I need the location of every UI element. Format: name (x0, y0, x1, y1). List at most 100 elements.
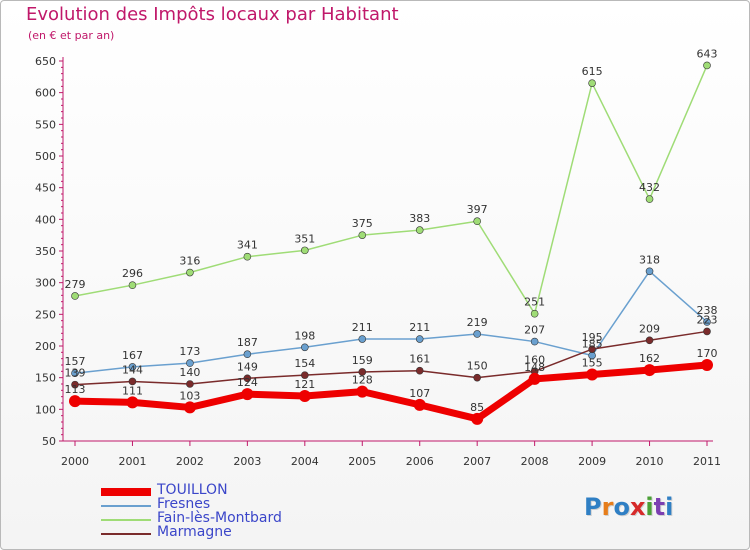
data-label: 170 (697, 347, 718, 360)
series-line-touillon (71, 361, 711, 423)
x-tick-label: 2003 (233, 455, 261, 468)
data-point (128, 377, 137, 386)
y-tick-label: 100 (35, 403, 56, 416)
y-tick-label: 150 (35, 372, 56, 385)
data-point (358, 231, 367, 239)
data-point (128, 363, 137, 371)
y-tick-label: 300 (35, 277, 56, 290)
data-label: 432 (639, 181, 660, 194)
data-label: 195 (582, 331, 603, 344)
data-label: 139 (65, 367, 86, 380)
x-tick-label: 2002 (176, 455, 204, 468)
y-tick-label: 550 (35, 118, 56, 131)
data-label: 159 (352, 354, 373, 367)
logo-letter: i (665, 493, 674, 521)
legend-swatch (101, 519, 151, 521)
data-label: 161 (409, 353, 430, 366)
data-label: 198 (294, 329, 315, 342)
data-point (301, 343, 309, 352)
chart-title: Evolution des Impôts locaux par Habitant (26, 4, 399, 25)
legend-label: Marmagne (157, 524, 232, 540)
data-label: 140 (179, 366, 200, 379)
data-point (645, 336, 654, 345)
data-point (128, 281, 137, 290)
data-point (356, 385, 369, 398)
x-tick-label: 2005 (348, 455, 376, 468)
logo-letter: r (601, 493, 614, 521)
data-point (126, 396, 139, 409)
data-point (413, 398, 426, 411)
data-label: 296 (122, 267, 143, 280)
chart-subtitle: (en € et par an) (28, 29, 115, 42)
logo-letter: o (613, 493, 630, 521)
data-label: 160 (524, 353, 545, 366)
data-label: 111 (122, 384, 143, 397)
logo-letter: t (653, 493, 666, 521)
data-point (186, 359, 194, 367)
data-label: 251 (524, 296, 545, 309)
data-label: 148 (524, 361, 545, 374)
data-label: 185 (582, 338, 603, 351)
series-line-fresnes (74, 270, 708, 374)
logo-letter: x (629, 493, 646, 521)
data-label: 211 (409, 321, 430, 334)
data-label: 318 (639, 253, 660, 266)
data-label: 162 (639, 352, 660, 365)
axes: 50 100 150 200 250 300 350 400 450 500 550 600 650 20… (35, 55, 721, 468)
data-label: 155 (582, 357, 603, 370)
legend-label: Fain-lès-Montbard (157, 510, 282, 526)
data-point (241, 388, 254, 401)
data-point (643, 364, 656, 377)
series-points (69, 61, 713, 425)
data-label: 149 (237, 360, 258, 373)
data-label: 341 (237, 239, 258, 252)
y-tick-label: 250 (35, 308, 56, 321)
data-point (243, 252, 252, 261)
data-label: 187 (237, 336, 258, 349)
y-tick-label: 450 (35, 182, 56, 195)
data-label: 375 (352, 217, 373, 230)
logo-letter: P (584, 493, 602, 521)
data-point (69, 395, 81, 408)
y-tick-label: 200 (35, 340, 56, 353)
data-point (358, 335, 367, 343)
data-point (183, 401, 196, 414)
data-point (473, 373, 481, 382)
series-line-marmagne (74, 330, 708, 386)
data-point (415, 226, 424, 234)
data-label: 615 (582, 65, 603, 78)
x-tick-label: 2004 (291, 455, 319, 468)
data-label: 211 (352, 321, 373, 334)
data-point (71, 369, 79, 378)
data-label: 238 (697, 304, 718, 317)
data-point (528, 372, 541, 385)
data-point (703, 327, 711, 336)
data-label: 154 (294, 357, 315, 370)
data-point (530, 337, 539, 346)
y-tick-label: 600 (35, 87, 56, 100)
data-label: 173 (179, 345, 200, 358)
y-tick-label: 500 (35, 150, 56, 163)
data-point (186, 380, 194, 388)
data-point (243, 350, 252, 359)
y-tick-label: 650 (35, 55, 56, 68)
x-tick-label: 2006 (406, 455, 434, 468)
data-label: 223 (697, 313, 718, 326)
data-point (71, 380, 79, 389)
data-point (298, 390, 311, 403)
data-point (473, 330, 481, 338)
data-label: 219 (467, 316, 488, 329)
data-label: 124 (237, 376, 258, 389)
data-label: 207 (524, 324, 545, 337)
data-point (415, 366, 424, 375)
legend-swatch (101, 533, 151, 535)
data-label: 144 (122, 363, 143, 376)
logo-letter: i (645, 493, 654, 521)
data-point (243, 374, 252, 383)
y-tick-label: 50 (42, 435, 56, 448)
data-label: 351 (294, 232, 315, 245)
data-label: 167 (122, 349, 143, 362)
data-label: 103 (179, 389, 200, 402)
data-label: 121 (294, 378, 315, 391)
